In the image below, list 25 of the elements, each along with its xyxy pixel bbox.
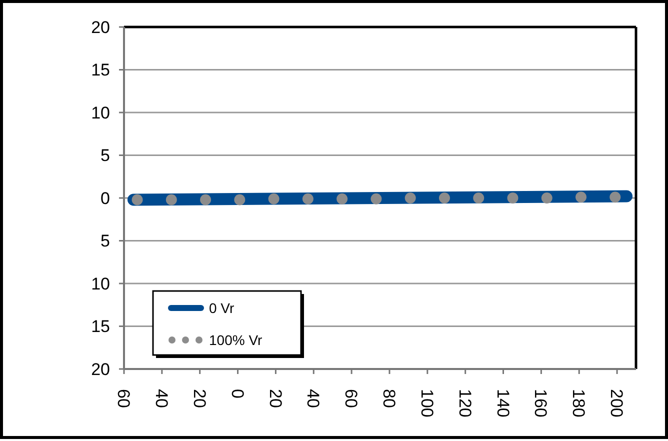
x-tick-label: 40 [152, 389, 171, 408]
y-tick-label: 20 [91, 18, 110, 37]
y-tick-label: 5 [100, 146, 110, 166]
legend-label: 0 Vr [209, 300, 234, 316]
y-tick-label: 10 [91, 103, 110, 122]
y-tick-label: 5 [100, 232, 110, 251]
x-tick-label: 20 [266, 389, 285, 408]
x-tick-label: 180 [569, 389, 588, 418]
legend-label: 100% Vr [209, 332, 263, 348]
x-tick-label: 140 [493, 389, 512, 418]
x-tick-label: 80 [380, 389, 399, 408]
x-tick-label: 160 [531, 389, 550, 418]
y-tick-label: 10 [91, 274, 110, 294]
x-tick-label: 100 [417, 389, 436, 418]
y-tick-label: 20 [91, 360, 110, 379]
y-tick-label: 0 [100, 188, 110, 208]
x-tick-label: 40 [304, 389, 323, 408]
y-tick-label: 15 [91, 317, 110, 336]
y-tick-label: 15 [91, 60, 110, 80]
x-tick-label: 0 [228, 389, 247, 398]
x-tick-label: 20 [190, 389, 209, 408]
x-tick-label: 60 [114, 389, 134, 408]
x-tick-label: 120 [455, 389, 474, 418]
x-tick-label: 60 [342, 389, 361, 408]
x-tick-label: 200 [607, 389, 626, 418]
